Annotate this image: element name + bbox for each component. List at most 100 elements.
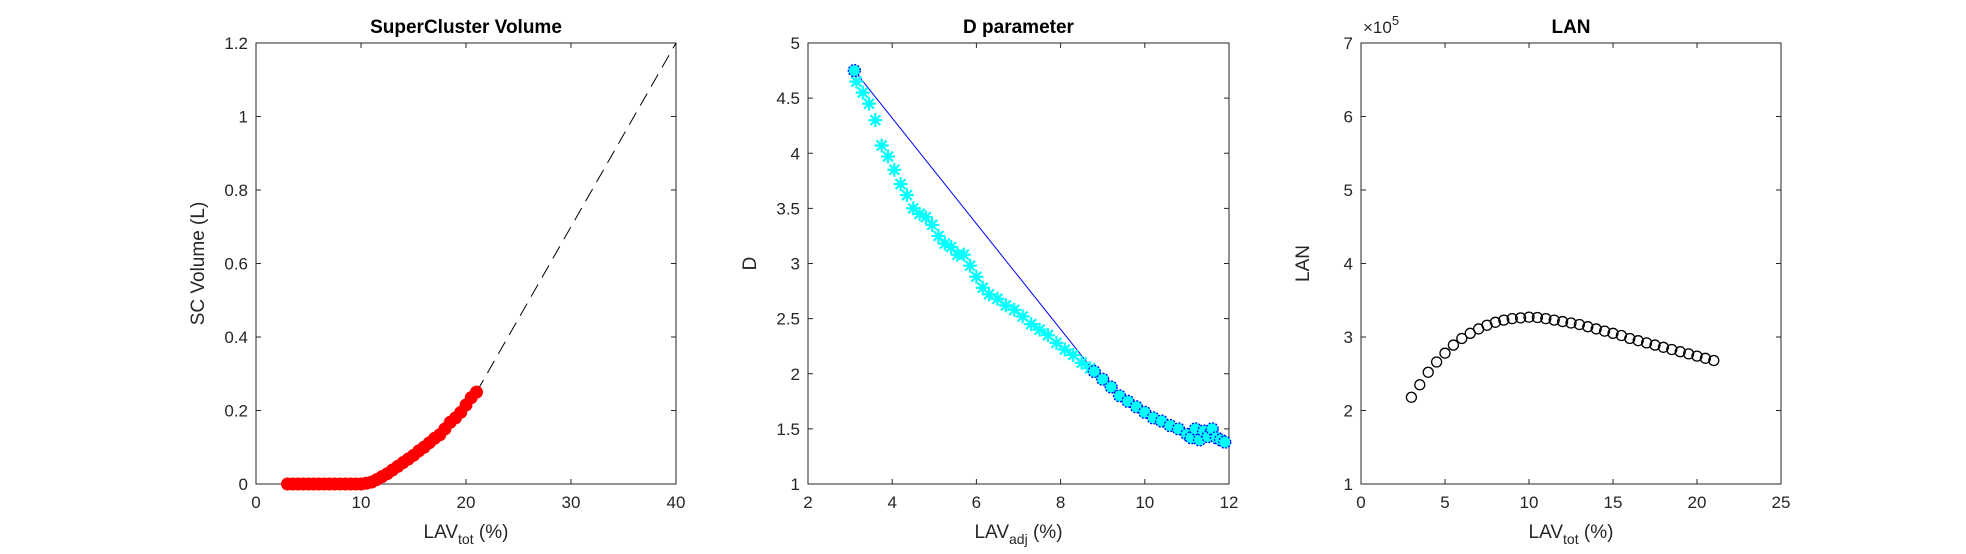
star-point [975, 280, 990, 295]
star-point [855, 85, 870, 100]
x-tick-label: 20 [457, 493, 476, 512]
data-point [1439, 347, 1451, 359]
x-tick-label: 4 [887, 493, 896, 512]
star-point [1007, 302, 1022, 317]
fit-line [853, 70, 1095, 372]
y-axis-label: SC Volume (L) [188, 202, 209, 326]
x-tick-label: 10 [352, 493, 371, 512]
y-tick-label: 1.5 [776, 420, 800, 439]
plot-area-box [255, 42, 677, 485]
x-axis-label: LAVtot (%) [424, 522, 509, 547]
star-point [998, 298, 1013, 313]
data-point [1447, 339, 1460, 351]
data-point [1624, 332, 1636, 345]
y-tick-label: 2 [791, 365, 800, 384]
data-point [1666, 343, 1678, 356]
x-tick-label: 25 [1772, 493, 1791, 512]
star-point [969, 269, 984, 284]
circle-point [1104, 380, 1118, 394]
circle-point [1218, 435, 1232, 449]
x-tick-label: 10 [1135, 493, 1154, 512]
chart-title: SuperCluster Volume [370, 17, 562, 38]
y-axis-label: LAN [1293, 245, 1314, 282]
star-point [956, 247, 971, 262]
star-point [963, 258, 978, 273]
data-point [1573, 318, 1586, 331]
data-point [1607, 327, 1619, 339]
data-point [1498, 314, 1510, 326]
y-tick-label: 5 [791, 34, 800, 53]
x-tick-label: 30 [562, 493, 581, 512]
star-point [906, 201, 921, 216]
star-point [931, 228, 946, 243]
plot-area-box [1360, 42, 1782, 485]
data-point [1514, 312, 1527, 324]
y-tick-label: 0 [239, 475, 248, 494]
data-point [1506, 312, 1518, 325]
chart-title: LAN [1551, 17, 1590, 38]
y-tick-label: 7 [1344, 34, 1353, 53]
y-tick-label: 3.5 [776, 199, 800, 218]
y-tick-label: 6 [1344, 108, 1353, 127]
x-axis-label: LAVadj (%) [974, 522, 1062, 547]
reference-line [476, 42, 677, 393]
star-point [944, 239, 959, 254]
star-point [849, 74, 864, 89]
x-tick-label: 12 [1220, 493, 1239, 512]
data-point [1674, 346, 1686, 358]
data-point [1699, 352, 1712, 364]
star-point [868, 113, 883, 128]
y-tick-label: 2 [1344, 402, 1353, 421]
y-tick-label: 1 [239, 108, 248, 127]
star-point [893, 177, 908, 192]
y-tick-label: 3 [1344, 328, 1353, 347]
star-point [925, 217, 940, 232]
star-point [937, 236, 952, 251]
data-point [1565, 317, 1577, 329]
y-tick-label: 4.5 [776, 89, 800, 108]
data-point [1556, 315, 1569, 328]
x-tick-label: 15 [1604, 493, 1623, 512]
star-point [1032, 322, 1047, 337]
y-tick-label: 0.6 [224, 255, 248, 274]
y-tick-label: 0.2 [224, 402, 248, 421]
y-tick-label: 0.8 [224, 181, 248, 200]
star-point [874, 138, 889, 153]
data-point [1523, 311, 1535, 323]
star-point [912, 206, 927, 221]
data-point [1531, 311, 1544, 324]
star-point [887, 162, 902, 177]
circle-point [847, 63, 861, 78]
x-tick-label: 20 [1688, 493, 1707, 512]
star-point [1057, 342, 1072, 357]
x-tick-label: 40 [667, 493, 686, 512]
star-point [1066, 348, 1081, 363]
data-point [1657, 341, 1670, 353]
data-point [1582, 321, 1594, 333]
data-point [1405, 391, 1418, 403]
data-point [1548, 314, 1560, 326]
star-point [880, 149, 895, 164]
supercluster-volume-chart: SuperCluster Volume SC Volume (L) LAVtot… [188, 17, 685, 547]
y-tick-label: 4 [1344, 255, 1353, 274]
y-tick-label: 0.4 [224, 328, 248, 347]
x-tick-label: 8 [1056, 493, 1065, 512]
data-point [1422, 366, 1434, 378]
data-point [1430, 356, 1443, 368]
data-point [1598, 325, 1611, 337]
data-point [1649, 339, 1661, 351]
y-tick-label: 3 [791, 255, 800, 274]
d-parameter-chart: D parameter D LAVadj (%) 2 4 6 8 10 12 1 1.5 2 2.… [740, 17, 1238, 547]
data-point [1489, 316, 1502, 328]
data-point [1540, 312, 1552, 325]
data-point [1691, 350, 1703, 362]
y-tick-label: 4 [791, 144, 800, 163]
x-tick-label: 0 [251, 493, 260, 512]
data-point [470, 385, 483, 399]
x-tick-label: 2 [803, 493, 812, 512]
x-axis-label: LAVtot (%) [1529, 522, 1614, 547]
data-point [1682, 348, 1695, 360]
data-point [1590, 323, 1602, 335]
y-tick-label: 5 [1344, 181, 1353, 200]
